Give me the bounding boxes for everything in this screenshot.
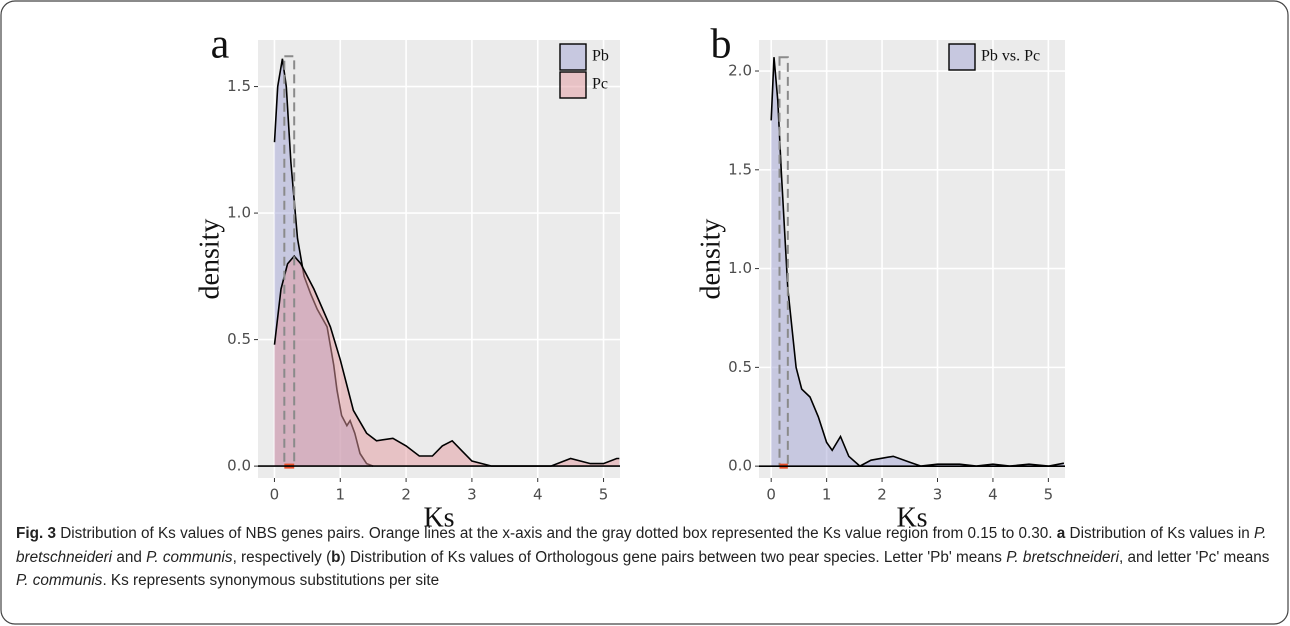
legend-key xyxy=(559,71,587,99)
density-line xyxy=(273,254,620,467)
legend-label: Pb xyxy=(592,48,609,65)
legend-label: Pc xyxy=(592,76,608,93)
y-tick-label: 0.5 xyxy=(728,358,752,376)
caption-text: P. bretschneideri xyxy=(1006,548,1120,566)
y-tick-label: 2.0 xyxy=(728,62,752,80)
x-tick-label: 3 xyxy=(933,486,943,504)
y-tick-label: 1.0 xyxy=(227,204,251,222)
panel-label: b xyxy=(711,22,732,68)
x-tick-label: 2 xyxy=(401,486,411,504)
x-tick-label: 2 xyxy=(877,486,887,504)
x-tick-label: 0 xyxy=(270,486,280,504)
legend-key xyxy=(559,43,587,71)
y-axis-label: density xyxy=(194,219,225,300)
caption-text: a xyxy=(1056,525,1066,542)
caption-text: , and letter 'Pc' means xyxy=(1119,548,1270,566)
x-tick-label: 1 xyxy=(335,486,345,504)
x-axis-label: Ks xyxy=(423,502,454,533)
caption-text: P. bretschneideri xyxy=(16,525,1267,566)
x-tick-label: 5 xyxy=(599,486,609,504)
y-tick-label: 0.5 xyxy=(227,330,251,348)
caption-text: P. communis xyxy=(16,572,103,589)
caption: Fig. 3 Distribution of Ks values of NBS … xyxy=(16,522,1278,593)
caption-text: b xyxy=(331,548,341,566)
x-tick-label: 1 xyxy=(822,486,832,504)
y-tick-label: 0.0 xyxy=(227,457,251,475)
x-tick-label: 4 xyxy=(988,486,998,504)
legend-label: Pb vs. Pc xyxy=(981,48,1040,65)
y-tick-label: 1.5 xyxy=(227,77,251,95)
y-axis-label: density xyxy=(695,219,726,300)
caption-text: Distribution of Ks values of NBS genes p… xyxy=(55,525,1057,542)
x-tick-label: 5 xyxy=(1044,486,1054,504)
x-tick-label: 0 xyxy=(766,486,776,504)
caption-text: . Ks represents synonymous substitutions… xyxy=(102,572,440,589)
x-axis-label: Ks xyxy=(896,502,927,533)
y-tick-label: 1.0 xyxy=(728,259,752,277)
caption-text: , respectively ( xyxy=(232,548,332,566)
caption-text: P. communis xyxy=(146,548,233,566)
y-tick-label: 1.5 xyxy=(728,160,752,178)
density-area xyxy=(771,57,1064,467)
density-area xyxy=(274,256,620,467)
panel-label: a xyxy=(211,22,230,68)
legend-key xyxy=(948,43,976,71)
density-line xyxy=(770,57,1065,468)
caption-text: Fig. 3 xyxy=(16,525,56,542)
caption-text: ) Distribution of Ks values of Orthologo… xyxy=(340,548,1007,566)
x-tick-label: 3 xyxy=(467,486,477,504)
x-tick-label: 4 xyxy=(533,486,543,504)
caption-text: Distribution of Ks values in xyxy=(1065,525,1255,542)
caption-text: and xyxy=(112,548,147,566)
y-tick-label: 0.0 xyxy=(728,457,752,475)
